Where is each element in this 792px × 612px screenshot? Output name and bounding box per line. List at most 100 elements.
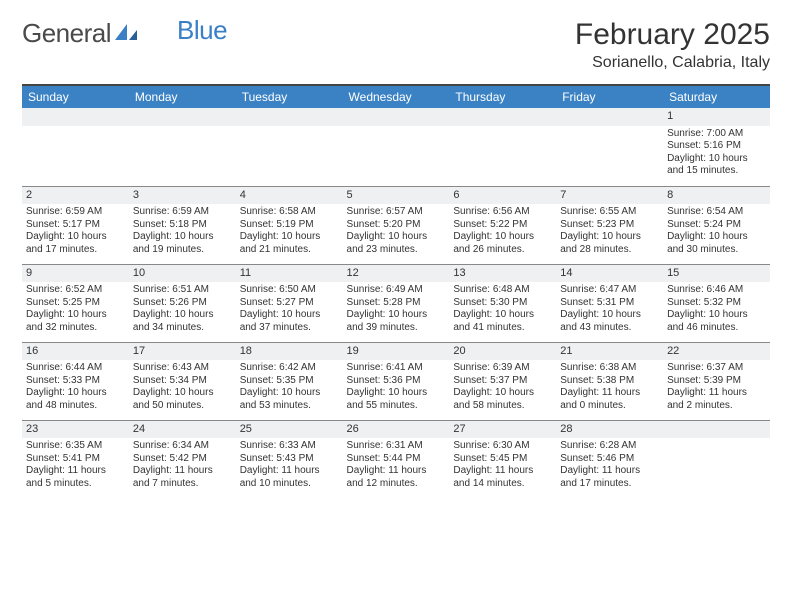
daylight-line: Daylight: 11 hours and 14 minutes.: [453, 465, 552, 490]
sunset-line: Sunset: 5:37 PM: [453, 375, 552, 388]
sunset-line: Sunset: 5:22 PM: [453, 219, 552, 232]
sunrise-line: Sunrise: 6:48 AM: [453, 284, 552, 297]
day-number: 1: [663, 108, 770, 126]
sunrise-line: Sunrise: 6:50 AM: [240, 284, 339, 297]
sunrise-line: Sunrise: 6:49 AM: [347, 284, 446, 297]
sunset-line: Sunset: 5:24 PM: [667, 219, 766, 232]
page-title: February 2025: [575, 18, 770, 52]
daylight-line: Daylight: 11 hours and 17 minutes.: [560, 465, 659, 490]
sunset-line: Sunset: 5:23 PM: [560, 219, 659, 232]
daylight-line: Daylight: 10 hours and 26 minutes.: [453, 231, 552, 256]
sunrise-line: Sunrise: 6:41 AM: [347, 362, 446, 375]
calendar-day-cell: 2Sunrise: 6:59 AMSunset: 5:17 PMDaylight…: [22, 186, 129, 264]
sunrise-line: Sunrise: 6:47 AM: [560, 284, 659, 297]
sunrise-line: Sunrise: 6:31 AM: [347, 440, 446, 453]
sunrise-line: Sunrise: 6:59 AM: [26, 206, 125, 219]
daylight-line: Daylight: 11 hours and 7 minutes.: [133, 465, 232, 490]
sunset-line: Sunset: 5:39 PM: [667, 375, 766, 388]
day-number: 27: [449, 421, 556, 439]
daylight-line: Daylight: 10 hours and 30 minutes.: [667, 231, 766, 256]
calendar-day-cell: 26Sunrise: 6:31 AMSunset: 5:44 PMDayligh…: [343, 420, 450, 498]
daylight-line: Daylight: 10 hours and 39 minutes.: [347, 309, 446, 334]
logo: General Blue: [22, 18, 227, 49]
calendar-day-cell: 18Sunrise: 6:42 AMSunset: 5:35 PMDayligh…: [236, 342, 343, 420]
day-number: 6: [449, 187, 556, 205]
daylight-line: Daylight: 10 hours and 21 minutes.: [240, 231, 339, 256]
sunrise-line: Sunrise: 6:51 AM: [133, 284, 232, 297]
day-number: 26: [343, 421, 450, 439]
day-number: 15: [663, 265, 770, 283]
calendar-day-cell: 8Sunrise: 6:54 AMSunset: 5:24 PMDaylight…: [663, 186, 770, 264]
sunrise-line: Sunrise: 6:38 AM: [560, 362, 659, 375]
calendar-day-cell: 11Sunrise: 6:50 AMSunset: 5:27 PMDayligh…: [236, 264, 343, 342]
calendar-day-cell: 5Sunrise: 6:57 AMSunset: 5:20 PMDaylight…: [343, 186, 450, 264]
calendar-day-cell: 24Sunrise: 6:34 AMSunset: 5:42 PMDayligh…: [129, 420, 236, 498]
daylight-line: Daylight: 10 hours and 41 minutes.: [453, 309, 552, 334]
sunset-line: Sunset: 5:26 PM: [133, 297, 232, 310]
day-number: 28: [556, 421, 663, 439]
sunrise-line: Sunrise: 6:28 AM: [560, 440, 659, 453]
location-text: Sorianello, Calabria, Italy: [575, 54, 770, 72]
daylight-line: Daylight: 10 hours and 50 minutes.: [133, 387, 232, 412]
sunrise-line: Sunrise: 6:34 AM: [133, 440, 232, 453]
logo-text-general: General: [22, 18, 111, 49]
calendar-day-cell: 1Sunrise: 7:00 AMSunset: 5:16 PMDaylight…: [663, 108, 770, 186]
daylight-line: Daylight: 10 hours and 19 minutes.: [133, 231, 232, 256]
calendar-day-cell: 27Sunrise: 6:30 AMSunset: 5:45 PMDayligh…: [449, 420, 556, 498]
sunset-line: Sunset: 5:45 PM: [453, 453, 552, 466]
sunrise-line: Sunrise: 6:43 AM: [133, 362, 232, 375]
sunset-line: Sunset: 5:33 PM: [26, 375, 125, 388]
daylight-line: Daylight: 11 hours and 0 minutes.: [560, 387, 659, 412]
calendar-day-cell: 4Sunrise: 6:58 AMSunset: 5:19 PMDaylight…: [236, 186, 343, 264]
calendar-day-cell: 3Sunrise: 6:59 AMSunset: 5:18 PMDaylight…: [129, 186, 236, 264]
calendar-day-cell: 10Sunrise: 6:51 AMSunset: 5:26 PMDayligh…: [129, 264, 236, 342]
daylight-line: Daylight: 10 hours and 28 minutes.: [560, 231, 659, 256]
sunrise-line: Sunrise: 6:42 AM: [240, 362, 339, 375]
sunset-line: Sunset: 5:30 PM: [453, 297, 552, 310]
daylight-line: Daylight: 10 hours and 43 minutes.: [560, 309, 659, 334]
day-number: [663, 421, 770, 439]
sunrise-line: Sunrise: 6:35 AM: [26, 440, 125, 453]
calendar-day-cell: [129, 108, 236, 186]
day-number: 17: [129, 343, 236, 361]
sunset-line: Sunset: 5:32 PM: [667, 297, 766, 310]
calendar-day-cell: 12Sunrise: 6:49 AMSunset: 5:28 PMDayligh…: [343, 264, 450, 342]
sunrise-line: Sunrise: 6:54 AM: [667, 206, 766, 219]
sunset-line: Sunset: 5:35 PM: [240, 375, 339, 388]
day-number: 12: [343, 265, 450, 283]
calendar-day-cell: 9Sunrise: 6:52 AMSunset: 5:25 PMDaylight…: [22, 264, 129, 342]
calendar-day-cell: 17Sunrise: 6:43 AMSunset: 5:34 PMDayligh…: [129, 342, 236, 420]
calendar-day-cell: [22, 108, 129, 186]
header: General Blue February 2025 Sorianello, C…: [22, 18, 770, 72]
daylight-line: Daylight: 10 hours and 23 minutes.: [347, 231, 446, 256]
daylight-line: Daylight: 11 hours and 5 minutes.: [26, 465, 125, 490]
sunset-line: Sunset: 5:27 PM: [240, 297, 339, 310]
daylight-line: Daylight: 10 hours and 46 minutes.: [667, 309, 766, 334]
daylight-line: Daylight: 11 hours and 10 minutes.: [240, 465, 339, 490]
calendar-day-cell: 7Sunrise: 6:55 AMSunset: 5:23 PMDaylight…: [556, 186, 663, 264]
calendar-week-row: 1Sunrise: 7:00 AMSunset: 5:16 PMDaylight…: [22, 108, 770, 186]
sunrise-line: Sunrise: 6:46 AM: [667, 284, 766, 297]
sunrise-line: Sunrise: 7:00 AM: [667, 128, 766, 141]
weekday-header: Friday: [556, 86, 663, 108]
weekday-header: Monday: [129, 86, 236, 108]
day-number: [236, 108, 343, 126]
day-number: [343, 108, 450, 126]
sunrise-line: Sunrise: 6:37 AM: [667, 362, 766, 375]
day-number: 18: [236, 343, 343, 361]
day-number: 16: [22, 343, 129, 361]
calendar-header-row: SundayMondayTuesdayWednesdayThursdayFrid…: [22, 86, 770, 108]
calendar-day-cell: 28Sunrise: 6:28 AMSunset: 5:46 PMDayligh…: [556, 420, 663, 498]
sunrise-line: Sunrise: 6:33 AM: [240, 440, 339, 453]
calendar-day-cell: 21Sunrise: 6:38 AMSunset: 5:38 PMDayligh…: [556, 342, 663, 420]
title-block: February 2025 Sorianello, Calabria, Ital…: [575, 18, 770, 72]
sunrise-line: Sunrise: 6:39 AM: [453, 362, 552, 375]
sunset-line: Sunset: 5:46 PM: [560, 453, 659, 466]
sunrise-line: Sunrise: 6:56 AM: [453, 206, 552, 219]
day-number: 20: [449, 343, 556, 361]
day-number: 7: [556, 187, 663, 205]
daylight-line: Daylight: 11 hours and 12 minutes.: [347, 465, 446, 490]
daylight-line: Daylight: 10 hours and 48 minutes.: [26, 387, 125, 412]
daylight-line: Daylight: 10 hours and 32 minutes.: [26, 309, 125, 334]
calendar-day-cell: 23Sunrise: 6:35 AMSunset: 5:41 PMDayligh…: [22, 420, 129, 498]
